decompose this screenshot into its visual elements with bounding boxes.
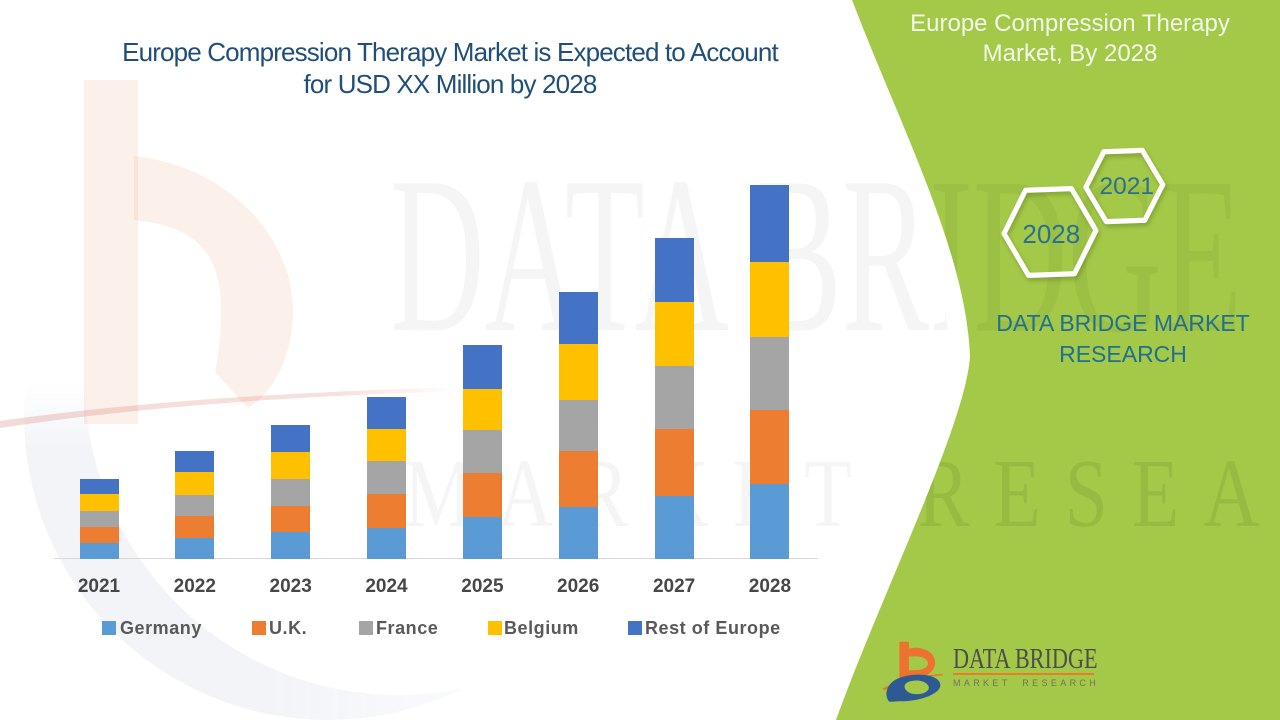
svg-text:MARKET RESEARCH: MARKET RESEARCH bbox=[404, 440, 1280, 547]
